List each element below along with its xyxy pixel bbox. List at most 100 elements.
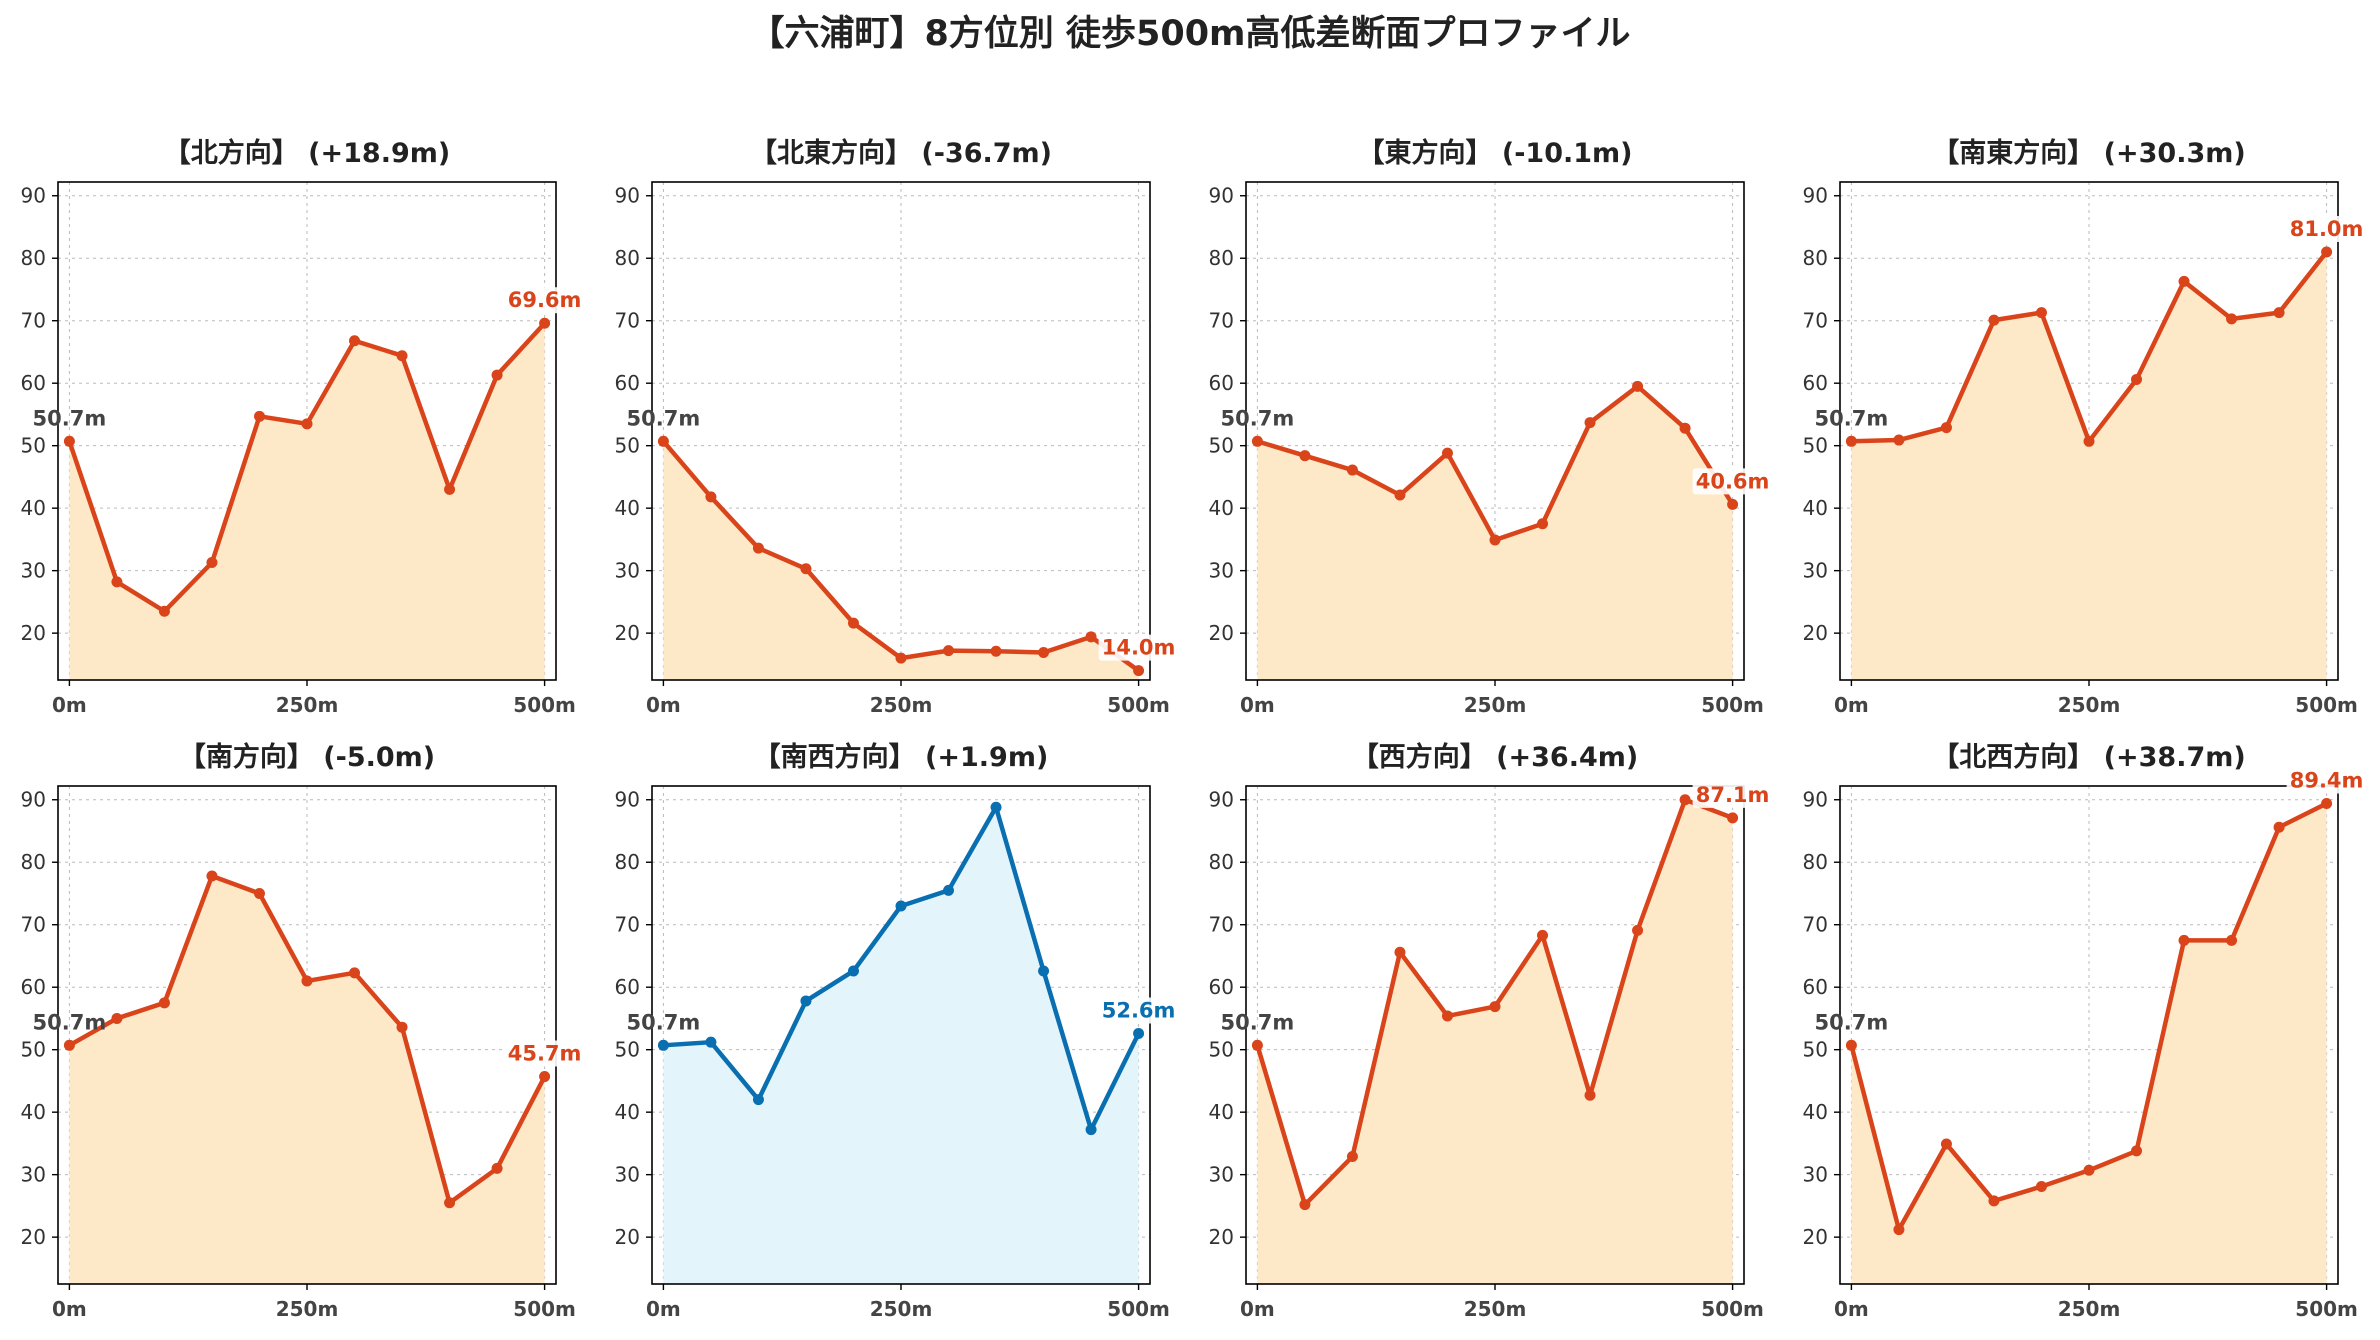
data-point bbox=[705, 491, 717, 503]
data-point bbox=[895, 652, 907, 664]
y-tick-label: 40 bbox=[1209, 496, 1234, 520]
data-point bbox=[1133, 1027, 1145, 1039]
area-fill bbox=[1257, 386, 1733, 680]
data-point bbox=[895, 900, 907, 912]
data-point bbox=[990, 645, 1002, 657]
data-point bbox=[1085, 631, 1097, 643]
start-value-label: 50.7m bbox=[33, 1010, 107, 1034]
start-value-label: 50.7m bbox=[1221, 406, 1295, 430]
data-point bbox=[800, 563, 812, 575]
y-tick-label: 30 bbox=[21, 1163, 46, 1187]
data-point bbox=[1038, 965, 1050, 977]
data-point bbox=[2273, 307, 2285, 319]
y-tick-label: 90 bbox=[615, 788, 640, 812]
data-point bbox=[1489, 534, 1501, 546]
data-point bbox=[1394, 946, 1406, 958]
y-tick-label: 30 bbox=[615, 1163, 640, 1187]
panel-title: 【西方向】 (+36.4m) bbox=[1352, 741, 1638, 773]
y-tick-label: 40 bbox=[21, 1100, 46, 1124]
y-tick-label: 20 bbox=[615, 1225, 640, 1249]
y-tick-label: 20 bbox=[1803, 1225, 1828, 1249]
y-tick-label: 90 bbox=[21, 788, 46, 812]
data-point bbox=[1727, 498, 1739, 510]
y-tick-label: 90 bbox=[1209, 788, 1234, 812]
panel-title: 【南東方向】 (+30.3m) bbox=[1932, 137, 2245, 169]
x-tick-label: 250m bbox=[2058, 1297, 2121, 1321]
data-point bbox=[1988, 1195, 2000, 1207]
end-value-label: 69.6m bbox=[508, 288, 582, 312]
data-point bbox=[206, 557, 218, 569]
data-point bbox=[1085, 1124, 1097, 1136]
data-point bbox=[111, 576, 123, 588]
y-tick-label: 50 bbox=[615, 1038, 640, 1062]
panel-1: 【北方向】 (+18.9m) 20 30 40 50 60 70 80 90 0m 250m 500m… bbox=[21, 137, 585, 717]
end-label-background bbox=[1098, 997, 1179, 1024]
y-tick-label: 80 bbox=[1209, 246, 1234, 270]
end-label-background bbox=[1692, 468, 1773, 495]
x-tick-label: 500m bbox=[1107, 1297, 1170, 1321]
start-value-label: 50.7m bbox=[33, 406, 107, 430]
area-fill bbox=[663, 807, 1139, 1284]
end-value-label: 45.7m bbox=[508, 1042, 582, 1066]
y-tick-label: 30 bbox=[1209, 559, 1234, 583]
data-point bbox=[1251, 435, 1263, 447]
x-tick-label: 250m bbox=[276, 1297, 339, 1321]
y-tick-label: 20 bbox=[21, 621, 46, 645]
x-tick-label: 500m bbox=[513, 1297, 576, 1321]
data-point bbox=[1988, 314, 2000, 326]
panel-5: 【南方向】 (-5.0m) 20 30 40 50 60 70 80 90 0m 250m 500m 5… bbox=[21, 741, 585, 1321]
data-point bbox=[1727, 812, 1739, 824]
y-tick-label: 50 bbox=[21, 1038, 46, 1062]
area-fill bbox=[1851, 803, 2327, 1284]
y-tick-label: 80 bbox=[615, 246, 640, 270]
data-point bbox=[1893, 1224, 1905, 1236]
y-tick-label: 80 bbox=[1803, 850, 1828, 874]
data-point bbox=[539, 317, 551, 329]
y-tick-label: 60 bbox=[1209, 975, 1234, 999]
data-point bbox=[1441, 1010, 1453, 1022]
y-tick-label: 40 bbox=[1803, 1100, 1828, 1124]
panel-title: 【北東方向】 (-36.7m) bbox=[750, 137, 1052, 169]
y-tick-label: 30 bbox=[615, 559, 640, 583]
data-point bbox=[1441, 447, 1453, 459]
end-label-background bbox=[1692, 781, 1773, 808]
y-tick-label: 80 bbox=[1803, 246, 1828, 270]
y-tick-label: 30 bbox=[1803, 559, 1828, 583]
area-fill bbox=[69, 323, 545, 680]
end-value-label: 40.6m bbox=[1696, 469, 1770, 493]
data-point bbox=[2226, 313, 2238, 325]
y-tick-label: 60 bbox=[1803, 975, 1828, 999]
y-tick-label: 50 bbox=[1803, 434, 1828, 458]
data-point bbox=[943, 645, 955, 657]
data-point bbox=[1489, 1001, 1501, 1013]
x-tick-label: 0m bbox=[52, 1297, 87, 1321]
data-point bbox=[2273, 821, 2285, 833]
data-point bbox=[253, 887, 265, 899]
y-tick-label: 70 bbox=[615, 309, 640, 333]
x-tick-label: 0m bbox=[52, 693, 87, 717]
start-value-label: 50.7m bbox=[627, 406, 701, 430]
x-tick-label: 500m bbox=[2295, 693, 2358, 717]
panel-3: 【東方向】 (-10.1m) 20 30 40 50 60 70 80 90 0m 250m 500m… bbox=[1209, 137, 1773, 717]
x-tick-label: 0m bbox=[1834, 1297, 1869, 1321]
y-tick-label: 70 bbox=[1209, 913, 1234, 937]
data-point bbox=[1038, 647, 1050, 659]
y-tick-label: 60 bbox=[21, 371, 46, 395]
y-tick-label: 40 bbox=[615, 496, 640, 520]
end-value-label: 87.1m bbox=[1696, 783, 1770, 807]
data-point bbox=[158, 605, 170, 617]
data-point bbox=[1679, 794, 1691, 806]
data-point bbox=[1940, 1138, 1952, 1150]
y-tick-label: 50 bbox=[21, 434, 46, 458]
data-point bbox=[847, 965, 859, 977]
data-point bbox=[539, 1071, 551, 1083]
panel-6: 【南西方向】 (+1.9m) 20 30 40 50 60 70 80 90 0m 250m 500m… bbox=[615, 741, 1179, 1321]
start-value-label: 50.7m bbox=[1221, 1010, 1295, 1034]
y-tick-label: 80 bbox=[21, 246, 46, 270]
data-point bbox=[1679, 422, 1691, 434]
y-tick-label: 20 bbox=[1209, 621, 1234, 645]
data-point bbox=[2083, 435, 2095, 447]
data-point bbox=[1632, 380, 1644, 392]
area-fill bbox=[69, 875, 545, 1284]
